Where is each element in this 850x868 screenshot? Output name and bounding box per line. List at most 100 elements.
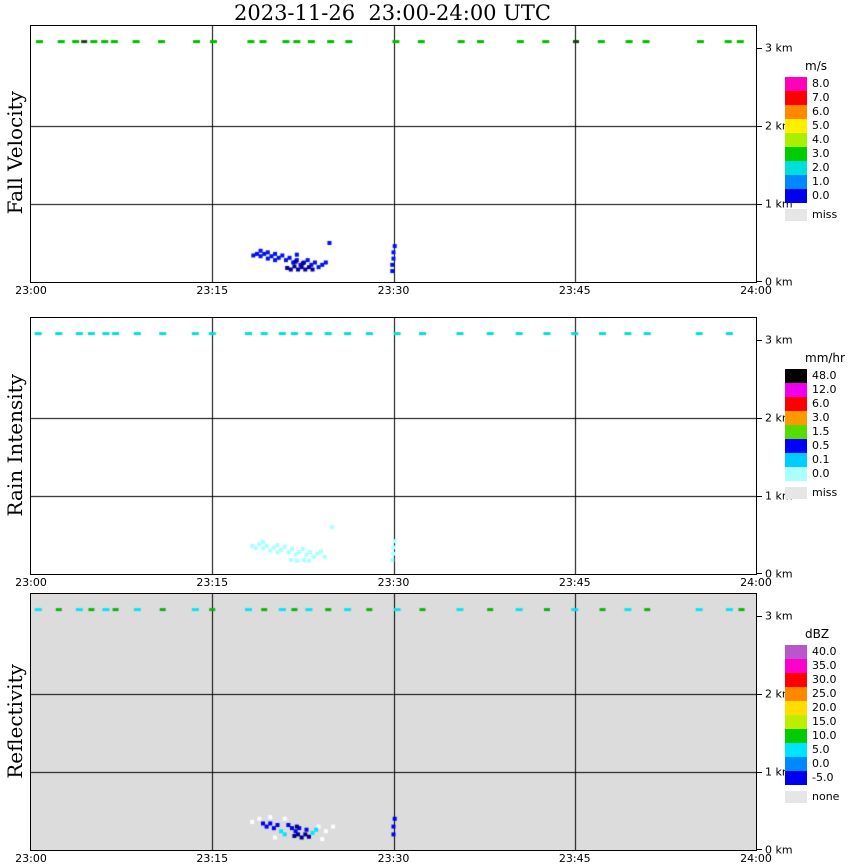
- colorbar-cell: 20.0: [785, 701, 847, 715]
- colorbar-cell: 6.0: [785, 397, 847, 411]
- colorbar-missing-swatch: [785, 791, 807, 803]
- y-tick-mark: [757, 281, 762, 282]
- colorbar-cell: 7.0: [785, 91, 847, 105]
- colorbar-swatch: [785, 467, 807, 481]
- panel-axis-label: Reflectivity: [2, 593, 28, 849]
- colorbar-cell: 8.0: [785, 77, 847, 91]
- colorbar-cell: 5.0: [785, 119, 847, 133]
- colorbar-cell-label: 0.0: [812, 189, 830, 202]
- colorbar-cell-label: 25.0: [812, 687, 837, 700]
- panel-axis-label: Rain Intensity: [2, 317, 28, 573]
- colorbar-swatch: [785, 133, 807, 147]
- y-tick-mark: [757, 340, 762, 341]
- x-tick-label: 23:45: [558, 284, 591, 297]
- colorbar-cell-label: 5.0: [812, 119, 830, 132]
- colorbar: dBZ 40.0 35.0 30.0 25.0 20.0 15.0 10.0 5.0 0.0 -5…: [785, 627, 847, 803]
- reflectivity-plot: [30, 593, 757, 851]
- colorbar-cell-label: 5.0: [812, 743, 830, 756]
- x-tick-label: 23:30: [377, 284, 410, 297]
- y-tick-label: 0 km: [765, 275, 793, 289]
- colorbar-missing-swatch: [785, 209, 807, 221]
- x-tick-label: 23:15: [196, 284, 229, 297]
- colorbar-cell-label: 10.0: [812, 729, 837, 742]
- colorbar-cell: 48.0: [785, 369, 847, 383]
- colorbar-swatch: [785, 147, 807, 161]
- colorbar-cell-label: 12.0: [812, 383, 837, 396]
- y-tick-mark: [757, 418, 762, 419]
- x-axis-labels: 23:00 23:15 23:30 23:45 24:00: [15, 284, 772, 298]
- colorbar-swatch: [785, 687, 807, 701]
- colorbar-swatch: [785, 397, 807, 411]
- colorbar-cell-label: 1.0: [812, 175, 830, 188]
- colorbar-cell-label: 6.0: [812, 397, 830, 410]
- colorbar-missing-label: none: [812, 790, 840, 803]
- y-tick-mark: [757, 573, 762, 574]
- colorbar: mm/hr 48.0 12.0 6.0 3.0 1.5 0.5 0.1 0.0 miss: [785, 351, 847, 499]
- colorbar-cell-label: 48.0: [812, 369, 837, 382]
- colorbar-swatch: [785, 453, 807, 467]
- colorbar-swatch: [785, 771, 807, 785]
- colorbar-cell: 0.5: [785, 439, 847, 453]
- x-tick-label: 23:15: [196, 852, 229, 865]
- colorbar-rows: 40.0 35.0 30.0 25.0 20.0 15.0 10.0 5.0 0.0 -5.0: [785, 645, 847, 785]
- colorbar-cell-label: 6.0: [812, 105, 830, 118]
- fall-velocity-plot: [30, 25, 757, 283]
- panel-0: Fall Velocity 23:00 23:15 23:30 23:45 24:00 …: [0, 25, 850, 300]
- colorbar-title: mm/hr: [805, 351, 845, 365]
- colorbar-cell-label: 3.0: [812, 147, 830, 160]
- x-tick-label: 23:00: [15, 852, 47, 865]
- x-tick-label: 23:00: [15, 576, 47, 589]
- colorbar-cell-label: 15.0: [812, 715, 837, 728]
- colorbar-cell: 2.0: [785, 161, 847, 175]
- colorbar-cell-label: 0.5: [812, 439, 830, 452]
- colorbar-swatch: [785, 369, 807, 383]
- colorbar-swatch: [785, 91, 807, 105]
- colorbar-cell-label: 0.0: [812, 467, 830, 480]
- y-tick-mark: [757, 496, 762, 497]
- colorbar-swatch: [785, 659, 807, 673]
- colorbar-cell-label: 2.0: [812, 161, 830, 174]
- colorbar-cell-label: 8.0: [812, 77, 830, 90]
- colorbar-title: m/s: [805, 59, 827, 73]
- x-axis-labels: 23:00 23:15 23:30 23:45 24:00: [15, 852, 772, 866]
- colorbar-missing-label: miss: [812, 486, 838, 499]
- colorbar: m/s 8.0 7.0 6.0 5.0 4.0 3.0 2.0 1.0 0.0 miss: [785, 59, 847, 221]
- y-tick-label: 3 km: [765, 333, 793, 347]
- colorbar-rows: 48.0 12.0 6.0 3.0 1.5 0.5 0.1 0.0: [785, 369, 847, 481]
- colorbar-cell: 25.0: [785, 687, 847, 701]
- rain-intensity-plot: [30, 317, 757, 575]
- colorbar-cell: 5.0: [785, 743, 847, 757]
- panel-axis-label: Fall Velocity: [2, 25, 28, 281]
- x-tick-label: 23:15: [196, 576, 229, 589]
- colorbar-cell: 12.0: [785, 383, 847, 397]
- x-tick-label: 24:00: [740, 852, 772, 865]
- y-tick-mark: [757, 849, 762, 850]
- colorbar-cell: 3.0: [785, 411, 847, 425]
- colorbar-cell-label: 20.0: [812, 701, 837, 714]
- colorbar-cell: 15.0: [785, 715, 847, 729]
- fall-velocity-axis-label: Fall Velocity: [3, 91, 27, 215]
- y-tick-mark: [757, 616, 762, 617]
- y-tick-mark: [757, 126, 762, 127]
- colorbar-title: dBZ: [805, 627, 830, 641]
- colorbar-missing: miss: [785, 208, 847, 221]
- colorbar-swatch: [785, 715, 807, 729]
- colorbar-cell-label: 0.1: [812, 453, 830, 466]
- colorbar-cell-label: 35.0: [812, 659, 837, 672]
- colorbar-swatch: [785, 119, 807, 133]
- colorbar-missing: miss: [785, 486, 847, 499]
- y-tick-label: 0 km: [765, 843, 793, 857]
- panel-2: Reflectivity 23:00 23:15 23:30 23:45 24:00 3…: [0, 593, 850, 868]
- colorbar-swatch: [785, 439, 807, 453]
- colorbar-cell: 40.0: [785, 645, 847, 659]
- y-tick-mark: [757, 48, 762, 49]
- colorbar-swatch: [785, 425, 807, 439]
- colorbar-swatch: [785, 77, 807, 91]
- colorbar-cell: 1.5: [785, 425, 847, 439]
- colorbar-swatch: [785, 161, 807, 175]
- colorbar-swatch: [785, 175, 807, 189]
- colorbar-swatch: [785, 383, 807, 397]
- colorbar-cell: 0.0: [785, 189, 847, 203]
- colorbar-missing: none: [785, 790, 847, 803]
